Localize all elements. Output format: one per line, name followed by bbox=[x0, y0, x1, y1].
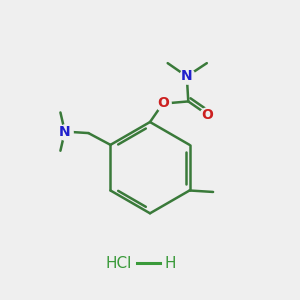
Text: O: O bbox=[202, 108, 213, 122]
Text: O: O bbox=[157, 96, 169, 110]
Text: H: H bbox=[164, 256, 176, 271]
Text: N: N bbox=[59, 124, 70, 139]
Text: N: N bbox=[181, 69, 193, 83]
Text: HCl: HCl bbox=[106, 256, 132, 271]
